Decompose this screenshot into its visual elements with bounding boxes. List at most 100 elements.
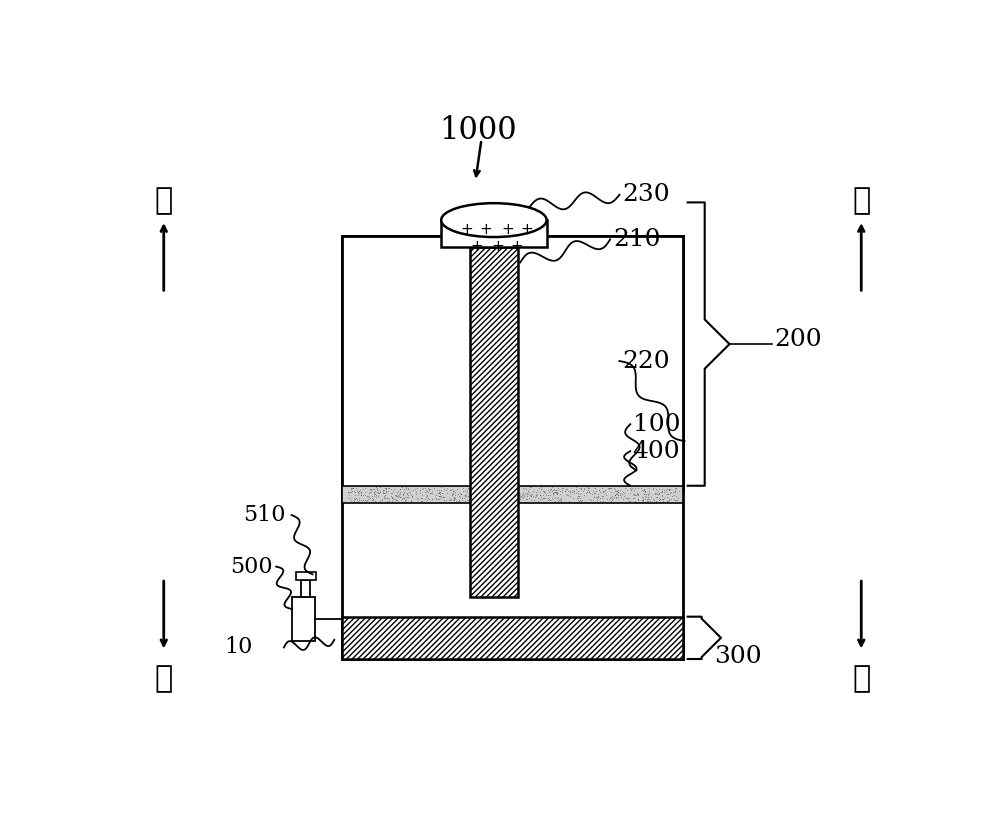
Point bbox=[654, 488, 670, 501]
Point bbox=[508, 481, 524, 494]
Point bbox=[457, 489, 473, 502]
Point bbox=[586, 487, 602, 500]
Point bbox=[370, 487, 386, 500]
Text: +: + bbox=[470, 239, 483, 254]
Point bbox=[626, 488, 642, 501]
Point bbox=[634, 491, 650, 504]
Bar bbox=[470, 247, 518, 597]
Point bbox=[347, 486, 363, 499]
Point bbox=[403, 493, 419, 506]
Point bbox=[439, 482, 455, 495]
Point bbox=[475, 487, 491, 500]
Point bbox=[595, 485, 611, 498]
Point bbox=[554, 485, 570, 498]
Point bbox=[574, 493, 590, 506]
Point bbox=[667, 482, 683, 495]
Point bbox=[607, 489, 623, 502]
Point bbox=[370, 486, 386, 499]
Text: 400: 400 bbox=[633, 440, 680, 462]
Point bbox=[595, 494, 611, 507]
Point bbox=[434, 487, 450, 500]
Point bbox=[648, 490, 664, 503]
Point bbox=[366, 487, 382, 500]
Point bbox=[389, 489, 405, 502]
Point bbox=[548, 486, 564, 499]
Point bbox=[580, 484, 596, 497]
Point bbox=[459, 485, 475, 498]
Point bbox=[418, 490, 434, 503]
Point bbox=[341, 485, 357, 498]
Point bbox=[627, 482, 643, 495]
Point bbox=[380, 484, 396, 497]
Point bbox=[582, 487, 598, 500]
Point bbox=[550, 494, 566, 507]
Point bbox=[552, 487, 568, 500]
Point bbox=[534, 492, 550, 505]
Point bbox=[666, 492, 682, 505]
Point bbox=[502, 488, 518, 501]
Point bbox=[663, 492, 679, 505]
Point bbox=[627, 494, 643, 507]
Point bbox=[414, 483, 430, 496]
Point bbox=[342, 492, 358, 505]
Text: +: + bbox=[491, 239, 504, 254]
Point bbox=[346, 493, 362, 506]
Point bbox=[367, 484, 383, 497]
Point bbox=[533, 481, 549, 494]
Text: 230: 230 bbox=[623, 183, 670, 206]
Point bbox=[376, 490, 392, 503]
Point bbox=[357, 489, 373, 502]
Point bbox=[369, 484, 385, 497]
Point bbox=[660, 494, 676, 507]
Point bbox=[358, 494, 374, 507]
Point bbox=[457, 494, 473, 507]
Point bbox=[543, 483, 559, 496]
Point bbox=[616, 487, 632, 500]
Point bbox=[570, 485, 586, 498]
Point bbox=[457, 488, 473, 501]
Point bbox=[601, 482, 617, 495]
Point bbox=[366, 483, 382, 496]
Point bbox=[533, 483, 549, 496]
Point bbox=[586, 491, 602, 504]
Point bbox=[458, 488, 474, 501]
Point bbox=[487, 492, 503, 505]
Point bbox=[376, 492, 392, 505]
Point bbox=[641, 492, 657, 505]
Point bbox=[442, 493, 458, 506]
Point bbox=[516, 489, 532, 502]
Point bbox=[667, 486, 683, 499]
Point bbox=[547, 491, 563, 504]
Point bbox=[604, 493, 620, 506]
Point bbox=[399, 487, 415, 500]
Point bbox=[651, 492, 667, 505]
Point bbox=[487, 494, 503, 507]
Point bbox=[501, 482, 517, 495]
Point bbox=[442, 484, 458, 497]
Point bbox=[377, 481, 393, 494]
Text: 1000: 1000 bbox=[439, 115, 516, 146]
Point bbox=[565, 484, 581, 497]
Point bbox=[627, 488, 643, 501]
Point bbox=[379, 492, 395, 505]
Point bbox=[603, 494, 619, 507]
Point bbox=[506, 485, 522, 498]
Point bbox=[616, 490, 632, 503]
Point bbox=[523, 488, 539, 501]
Point bbox=[463, 488, 479, 501]
Point bbox=[638, 488, 654, 501]
Point bbox=[661, 484, 677, 497]
Point bbox=[491, 492, 507, 505]
Point bbox=[542, 489, 558, 502]
Point bbox=[621, 494, 637, 507]
Point bbox=[540, 484, 556, 497]
Point bbox=[532, 488, 548, 501]
Point bbox=[590, 490, 606, 503]
Point bbox=[409, 492, 425, 505]
Point bbox=[361, 486, 377, 499]
Point bbox=[418, 484, 434, 497]
Point bbox=[404, 491, 420, 504]
Point bbox=[532, 485, 548, 498]
Point bbox=[470, 483, 486, 496]
Text: +: + bbox=[501, 222, 514, 237]
